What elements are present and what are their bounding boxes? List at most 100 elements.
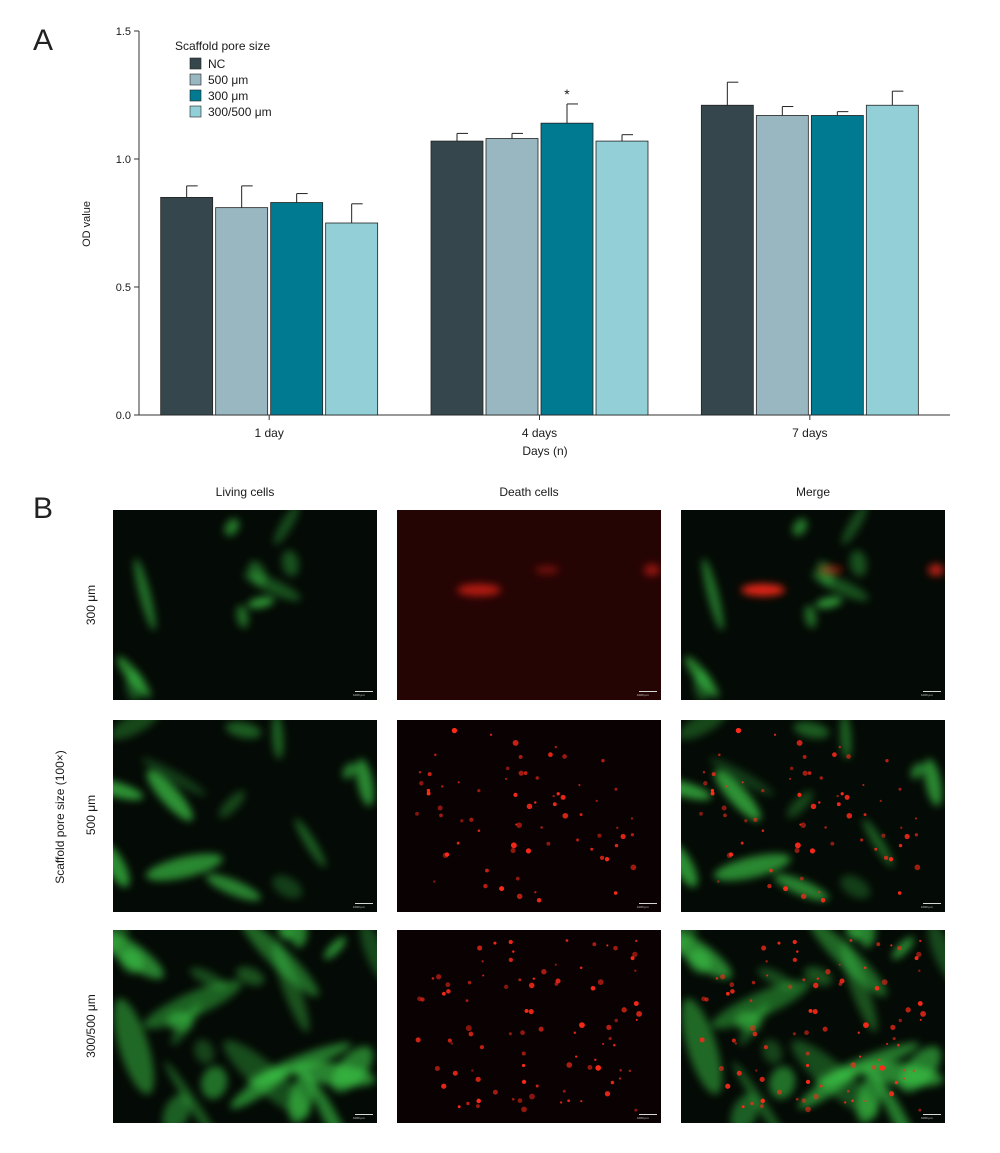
dead-cell-dot [749, 999, 753, 1002]
dead-cell-dot [475, 1076, 481, 1082]
living-cell-cluster [732, 1061, 794, 1123]
dead-cell-dot [511, 1097, 515, 1101]
living-cell-cluster [840, 875, 871, 899]
dead-cell-dot [508, 957, 514, 963]
dead-cell-dot [805, 1106, 811, 1113]
dead-cell-dot [467, 980, 472, 985]
dead-cell-dot [465, 999, 469, 1002]
scale-bar-label: 1000 μm [353, 693, 365, 697]
column-title-merge: Merge [795, 485, 830, 499]
micrograph-background [397, 510, 661, 700]
dead-cell-dot [508, 939, 513, 945]
living-cell-cluster [309, 1079, 355, 1123]
living-cell-cluster [899, 1046, 942, 1093]
dead-cell-dot [710, 788, 715, 793]
dead-cell-dot [469, 817, 474, 822]
row-label-300-500: 300/500 μm [84, 994, 98, 1058]
dead-cell-dot [897, 891, 902, 895]
dead-cell-dot [540, 826, 543, 829]
dead-cell-dot [555, 978, 561, 984]
dead-cell-dot [717, 880, 720, 883]
dead-cell-dot [890, 944, 893, 947]
dead-cell-dot [807, 771, 812, 775]
dead-cell-dot [898, 787, 902, 791]
dead-cell-dot [518, 770, 524, 776]
dead-cell-dot [885, 758, 889, 763]
dead-cell-dot [630, 864, 637, 871]
group-label-pore-size: Scaffold pore size (100×) [53, 750, 67, 884]
living-cell-cluster [281, 550, 299, 577]
dead-cell-dot [630, 956, 635, 961]
scale-bar-line [923, 903, 941, 904]
dead-cell-dot [794, 842, 801, 849]
dead-cell-dot [824, 826, 827, 829]
dead-cell-dot [431, 977, 435, 980]
dead-cell-dot [610, 1080, 615, 1085]
dead-cell-dot [493, 941, 497, 945]
living-cell-cluster [113, 720, 160, 740]
dead-cell-dot [536, 897, 542, 903]
row-label-500: 500 μm [84, 794, 98, 836]
dead-cell-dot [730, 989, 735, 994]
dead-cell-dot [846, 812, 853, 819]
legend-title: Scaffold pore size [175, 39, 270, 53]
dead-cell-dot [787, 984, 793, 990]
dead-cell-dot [838, 745, 841, 749]
dead-cell-dot [445, 982, 451, 988]
dead-cell-dot [703, 781, 708, 786]
dead-cell-dot [818, 801, 821, 804]
living-cell-cluster [113, 998, 155, 1095]
living-cell-cluster [841, 510, 868, 545]
dead-cell-dot [825, 969, 831, 975]
bar [755, 115, 809, 416]
dead-cell-dot [576, 838, 580, 842]
dead-cell-dot [769, 868, 773, 873]
dead-cell-dot [452, 1070, 458, 1076]
dead-cell-dot [546, 841, 551, 846]
living-cell-cluster [201, 1066, 228, 1099]
living-cell-cluster [681, 843, 698, 888]
dead-cell-dot [636, 1010, 643, 1017]
dead-cell-dot [846, 1089, 850, 1093]
dead-cell-dot [451, 727, 458, 734]
dead-cell-dot [485, 868, 489, 873]
dead-cell-dot [744, 819, 748, 823]
dead-cell-cluster [535, 566, 559, 574]
dead-cell-dot [776, 1089, 782, 1095]
dead-cell-dot [513, 792, 518, 797]
dead-cell-dot [602, 1042, 605, 1045]
dead-cell-dot [801, 1098, 807, 1103]
scale-bar: 1000 μm [353, 1114, 373, 1120]
living-cell-cluster [113, 843, 130, 888]
living-cell-cluster [846, 930, 862, 940]
scale-bar-line [355, 1114, 373, 1115]
dead-cell-dot [518, 978, 522, 982]
dead-cell-dot [773, 733, 777, 736]
living-cell-cluster [681, 778, 712, 800]
dead-cell-dot [516, 893, 523, 900]
bar [485, 138, 539, 416]
living-cell-cluster [278, 930, 294, 940]
dead-cell-dot [633, 1001, 639, 1006]
legend-entry: 300/500 μm [208, 105, 272, 119]
dead-cell-dot [635, 939, 638, 943]
y-axis-label: OD value [81, 201, 93, 247]
living-cell-cluster [218, 790, 246, 818]
dead-cell-dot [505, 777, 508, 780]
scale-bar-label: 1000 μm [921, 905, 933, 909]
scale-bar-line [639, 691, 657, 692]
dead-cell-dot [441, 785, 444, 788]
dead-cell-dot [900, 826, 903, 829]
dead-cell-dot [489, 733, 493, 736]
living-cell-cluster [342, 762, 357, 779]
dead-cell-dot [595, 1065, 602, 1071]
living-cell-cluster [804, 605, 817, 628]
dead-cell-dot [538, 1026, 544, 1032]
micrograph-merge-row-1: 1000 μm [681, 510, 945, 700]
living-cell-cluster [693, 670, 711, 700]
dead-cell-dot [492, 1089, 498, 1095]
dead-cell-dot [520, 1030, 525, 1036]
dead-cell-dot [512, 950, 515, 953]
bar [270, 202, 324, 416]
red-haze [397, 510, 661, 700]
